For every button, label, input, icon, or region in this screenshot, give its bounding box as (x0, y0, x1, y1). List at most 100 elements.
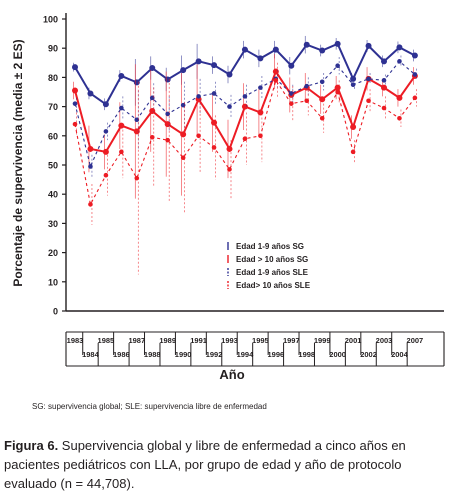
series-4 (72, 62, 418, 275)
x-tick-label: 1995 (252, 336, 269, 345)
data-point (365, 42, 372, 49)
data-point (412, 72, 418, 77)
chart-ticks: 0 10 20 30 40 50 60 70 80 90 100 1983 1984 1985 1986 19… (43, 15, 423, 360)
data-point (102, 148, 109, 155)
data-point (227, 167, 232, 172)
data-point (133, 79, 140, 86)
x-tick-label: 2002 (360, 350, 377, 359)
data-point (241, 103, 248, 110)
series-line (74, 79, 416, 207)
y-tick-label: 70 (48, 102, 58, 112)
data-point (258, 85, 263, 90)
x-tick-label: 2007 (407, 336, 424, 345)
data-point (165, 137, 170, 143)
y-tick-label: 100 (43, 15, 58, 25)
data-point (211, 145, 217, 150)
x-tick-label: 2004 (391, 350, 409, 359)
x-tick-label: 2001 (345, 336, 362, 345)
data-point (319, 79, 325, 85)
survival-chart: 0 10 20 30 40 50 60 70 80 90 100 1983 1984 1985 1986 19… (11, 13, 445, 382)
x-tick-label: 1996 (268, 350, 285, 359)
data-point (72, 121, 78, 127)
data-point (272, 68, 279, 75)
data-point (288, 62, 295, 69)
data-point (304, 98, 310, 104)
data-point (149, 65, 156, 72)
data-point (366, 98, 371, 104)
data-point (272, 46, 279, 53)
data-point (273, 78, 279, 83)
data-point (257, 55, 264, 62)
chart-axes (65, 13, 445, 367)
x-tick-label: 1998 (298, 350, 315, 359)
data-point (289, 101, 294, 106)
series-1 (72, 35, 418, 111)
data-point (87, 90, 94, 97)
data-point (350, 124, 357, 131)
data-point (412, 95, 418, 101)
data-point (180, 155, 186, 160)
x-tick-label: 1985 (98, 336, 115, 345)
data-point (381, 84, 387, 91)
y-tick-label: 60 (48, 131, 58, 141)
data-point (72, 101, 78, 106)
figure-caption: Figura 6. Supervivencia global y libre d… (4, 436, 448, 493)
x-tick-label: 1994 (237, 350, 255, 359)
y-tick-label: 80 (48, 73, 58, 83)
data-point (118, 122, 125, 129)
data-point (319, 96, 326, 103)
x-tick-label: 1993 (221, 336, 238, 345)
data-point (119, 105, 124, 111)
data-point (334, 40, 341, 47)
data-point (381, 58, 387, 65)
x-tick-label: 1997 (283, 336, 300, 345)
y-tick-label: 90 (48, 44, 58, 54)
y-tick-label: 20 (48, 248, 58, 258)
data-point (319, 115, 325, 121)
data-point (257, 109, 264, 116)
data-point (180, 67, 187, 74)
data-point (133, 128, 140, 135)
legend-label: Edad 1-9 años SG (236, 242, 304, 251)
chart-legend: Edad 1-9 años SG Edad > 10 años SG Edad 1-… (227, 242, 311, 290)
data-point (196, 133, 201, 139)
data-point (381, 78, 387, 83)
y-tick-label: 50 (48, 161, 58, 171)
x-tick-label: 1992 (206, 350, 223, 359)
data-point (72, 64, 78, 71)
data-point (149, 107, 156, 114)
x-tick-label: 1999 (314, 336, 331, 345)
data-point (149, 134, 155, 140)
chart-series (72, 35, 418, 275)
data-point (350, 75, 357, 82)
data-point (397, 59, 402, 64)
data-point (303, 41, 310, 48)
data-point (241, 46, 248, 53)
data-point (397, 115, 402, 121)
data-point (226, 145, 233, 152)
data-point (242, 136, 248, 142)
data-point (350, 149, 356, 155)
legend-label: Edad> 10 años SLE (236, 281, 311, 290)
x-axis-label: Año (219, 367, 244, 382)
data-point (335, 89, 340, 95)
data-point (103, 172, 109, 178)
data-point (88, 164, 93, 169)
data-point (102, 101, 109, 108)
data-point (164, 76, 171, 83)
y-tick-label: 10 (48, 277, 58, 287)
footnote: SG: supervivencia global; SLE: supervive… (32, 402, 267, 411)
series-3 (72, 55, 418, 179)
legend-label: Edad 1-9 años SLE (236, 268, 309, 277)
x-tick-label: 2003 (376, 336, 393, 345)
x-tick-label: 1991 (190, 336, 207, 345)
x-tick-label: 1984 (82, 350, 100, 359)
data-point (180, 131, 187, 138)
data-point (103, 129, 109, 134)
data-point (319, 47, 326, 54)
data-point (88, 202, 93, 207)
data-point (335, 63, 340, 69)
x-tick-label: 1986 (113, 350, 130, 359)
caption-label: Figura 6. (4, 438, 59, 453)
data-point (258, 133, 263, 139)
